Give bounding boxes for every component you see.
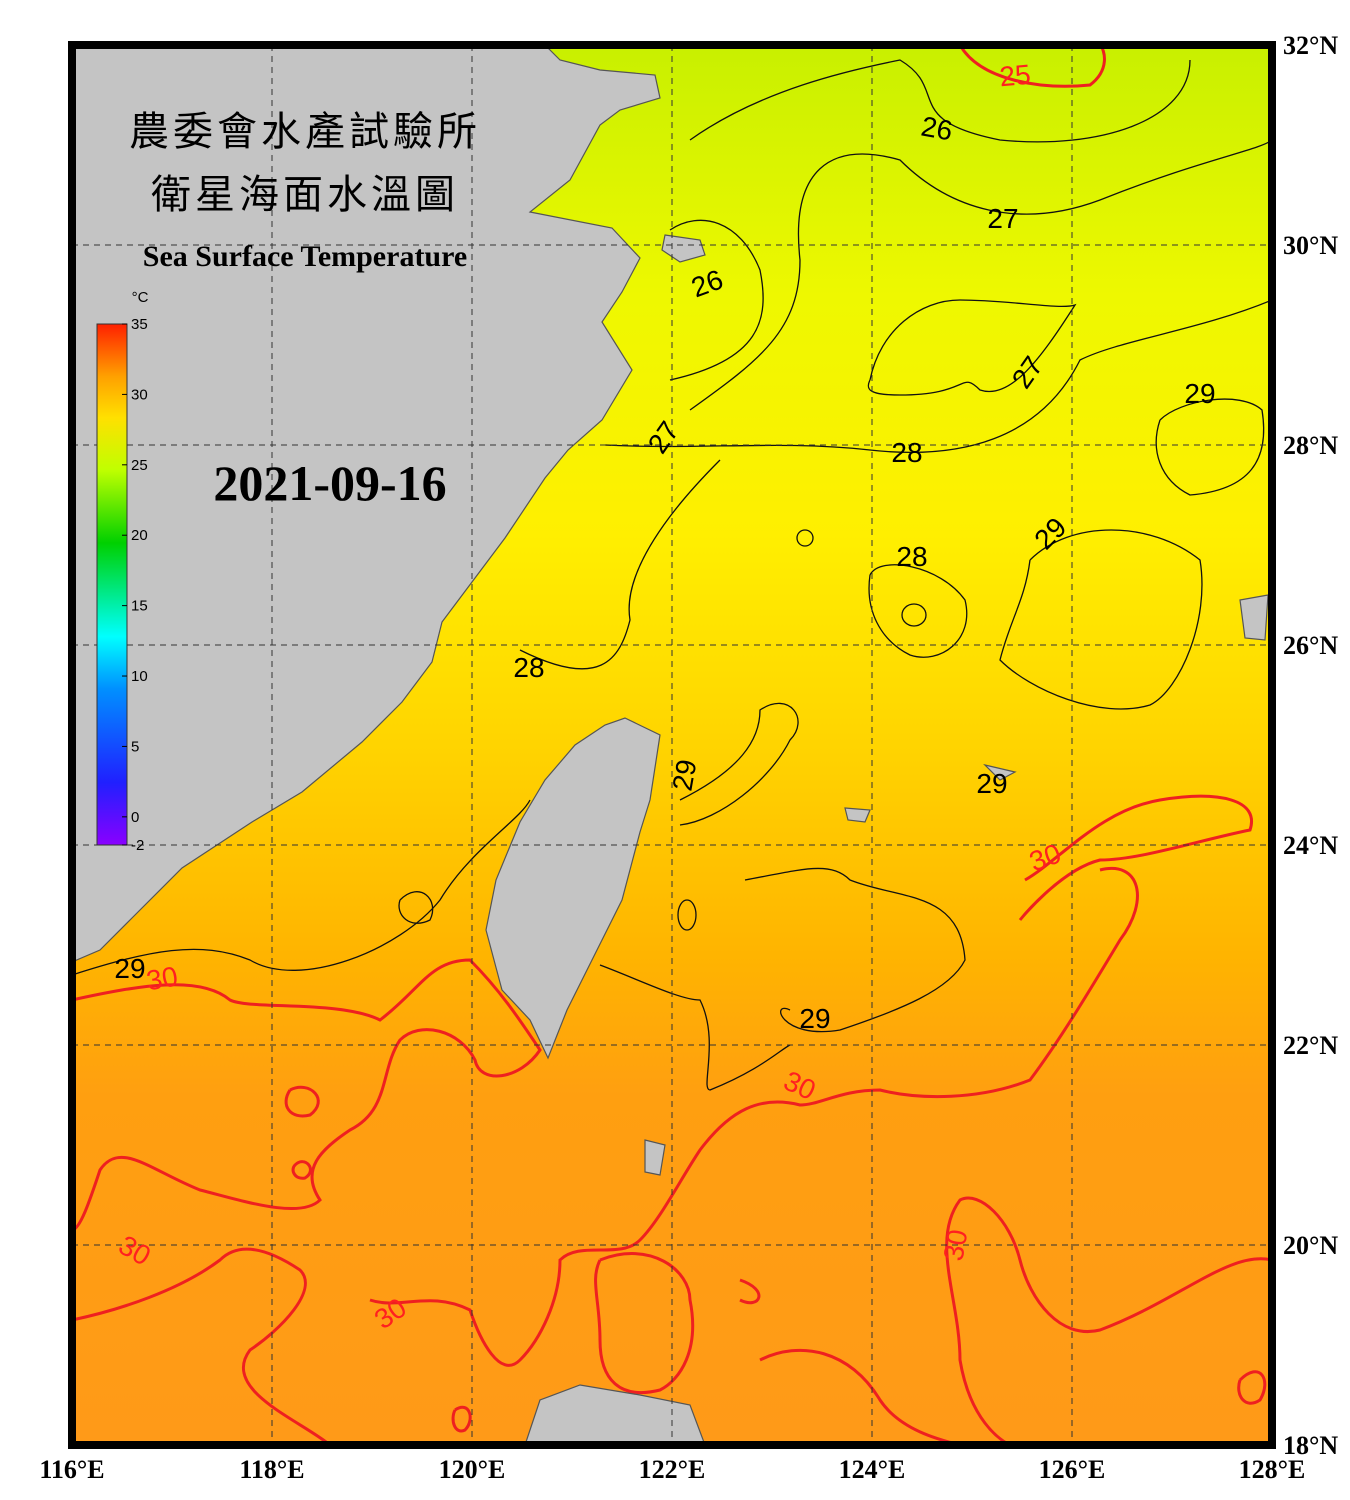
taiwan (485, 717, 661, 1060)
contour-label: 25 (998, 59, 1032, 93)
contour (398, 891, 434, 924)
land (72, 45, 1269, 1445)
title-en: Sea Surface Temperature (143, 240, 467, 273)
lat-tick-label: 26°N (1283, 631, 1338, 660)
lat-tick-label: 32°N (1283, 31, 1338, 60)
contour (901, 603, 927, 627)
contour-label: 29 (976, 768, 1007, 799)
contour-label: 30 (144, 961, 180, 997)
lat-tick-label: 28°N (1283, 431, 1338, 460)
contour (519, 459, 721, 670)
title-zh-2: 衛星海面水溫圖 (151, 172, 459, 218)
lon-tick-label: 124°E (839, 1455, 906, 1484)
axis-ticks: 116°E 118°E 120°E 122°E 124°E 126°E 128°E 32°N 3… (39, 31, 1338, 1484)
contour (284, 1085, 320, 1118)
contour (594, 1252, 695, 1395)
contour (669, 219, 764, 381)
contour (868, 564, 968, 658)
contour (72, 1247, 331, 1445)
contour (679, 702, 799, 826)
contour-label: 28 (891, 437, 922, 468)
colorbar-tick-label: 10 (131, 668, 148, 685)
contour-label: 29 (799, 1003, 830, 1034)
contour (867, 299, 1077, 396)
contour (72, 799, 531, 976)
island (983, 763, 1017, 781)
lon-tick-label: 128°E (1239, 1455, 1306, 1484)
date: 2021-09-16 (213, 455, 446, 511)
island (844, 807, 871, 823)
contour (1155, 398, 1265, 496)
contour (1237, 1370, 1267, 1405)
contour-label: 29 (114, 953, 145, 984)
title-zh-1: 農委會水產試驗所 (129, 109, 481, 155)
lat-tick-label: 22°N (1283, 1031, 1338, 1060)
contour (744, 867, 966, 1033)
colorbar-tick-label: 25 (131, 457, 148, 474)
lat-tick-label: 30°N (1283, 231, 1338, 260)
contour (739, 1278, 961, 1445)
colorbar-tick-label: 20 (131, 527, 148, 544)
lon-tick-label: 118°E (239, 1455, 304, 1484)
colorbar-tick-label: -2 (131, 837, 144, 854)
lon-tick-label: 120°E (439, 1455, 506, 1484)
grid (72, 45, 1272, 1445)
contour (689, 139, 1272, 411)
contour (451, 1406, 472, 1433)
contour-label: 28 (896, 541, 927, 572)
contour (958, 45, 1106, 88)
contour (796, 529, 814, 547)
contour (599, 964, 791, 1091)
contours-red (72, 45, 1272, 1445)
contour-label: 29 (1184, 378, 1215, 409)
contour (945, 1196, 1272, 1445)
contour (677, 899, 697, 931)
colorbar-tick-label: 35 (131, 316, 148, 333)
contour-label: 30 (938, 1227, 974, 1263)
colorbar-tick-label: 5 (131, 738, 139, 755)
contour (604, 299, 1272, 453)
contour (72, 958, 542, 1232)
luzon (524, 1384, 706, 1445)
colorbar-tick-label: 15 (131, 598, 148, 615)
contour (999, 529, 1203, 710)
contour-label: 27 (987, 203, 1018, 234)
lat-tick-label: 18°N (1283, 1431, 1338, 1460)
lat-tick-label: 20°N (1283, 1231, 1338, 1260)
colorbar-unit: °C (132, 289, 149, 306)
lat-tick-label: 24°N (1283, 831, 1338, 860)
island (1239, 594, 1269, 641)
contour-label: 29 (667, 757, 703, 793)
contour-label: 26 (919, 111, 955, 147)
lon-tick-label: 126°E (1039, 1455, 1106, 1484)
contour (689, 59, 1191, 143)
colorbar (96, 323, 128, 846)
mainland-china (72, 45, 661, 963)
colorbar-ticks: -2 0 5 10 15 20 25 30 35 (122, 316, 148, 854)
lon-tick-label: 116°E (39, 1455, 104, 1484)
contours-black (72, 59, 1272, 1091)
island (644, 1139, 666, 1176)
contour (291, 1160, 312, 1180)
island (661, 234, 706, 263)
contour-label: 28 (513, 652, 544, 683)
colorbar-tick-label: 30 (131, 386, 148, 403)
frame (68, 41, 1276, 1449)
contour (1018, 794, 1253, 921)
colorbar-tick-label: 0 (131, 809, 139, 826)
contour (369, 867, 1139, 1367)
lon-tick-label: 122°E (639, 1455, 706, 1484)
